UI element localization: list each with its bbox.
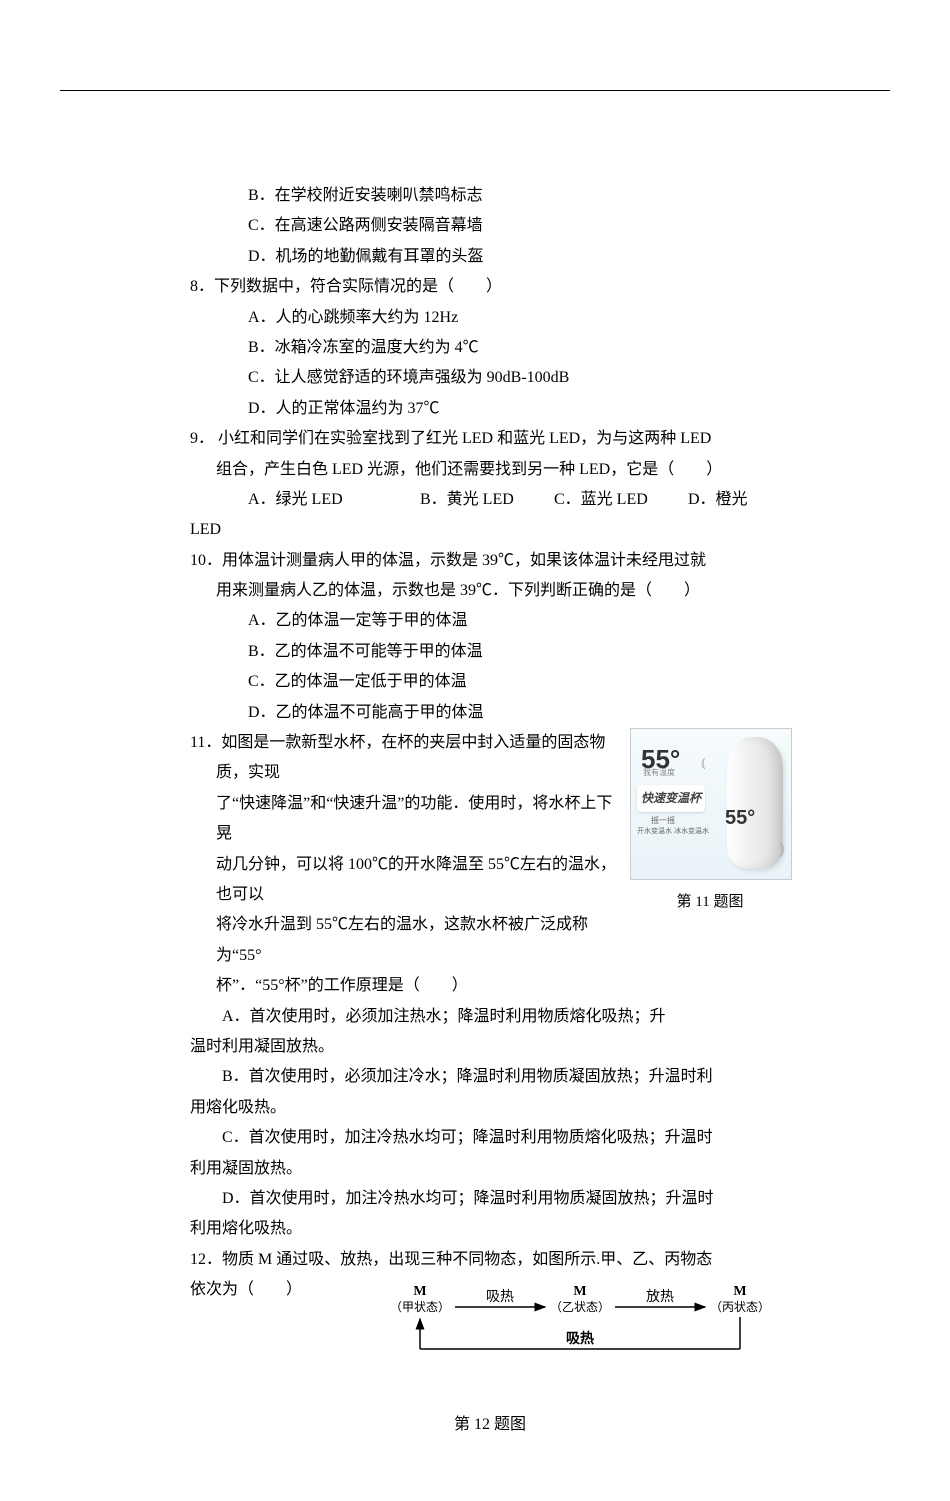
q11-stem-5: 杯”．“55°杯”的工作原理是（ ）: [190, 971, 790, 1001]
q7-option-c: C．在高速公路两侧安装隔音幕墙: [190, 211, 790, 241]
q9-option-b: B．黄光 LED: [420, 485, 550, 515]
q8-option-a: A．人的心跳频率大约为 12Hz: [190, 303, 790, 333]
q10-stem-1: 10．用体温计测量病人甲的体温，示数是 39℃，如果该体温计未经甩过就: [190, 546, 790, 576]
q9-options: A．绿光 LED B．黄光 LED C．蓝光 LED D．橙光: [190, 485, 790, 515]
diag-yi: （乙状态）: [550, 1300, 610, 1314]
q12-diagram-caption: 第 12 题图: [190, 1410, 790, 1440]
q11-option-c-1: C．首次使用时，加注冷热水均可；降温时利用物质熔化吸热；升温时: [190, 1123, 790, 1153]
q9-option-d: D．橙光: [688, 485, 748, 515]
q11-option-a-2: 温时利用凝固放热。: [190, 1032, 790, 1062]
wave-icon-2: ⦆: [779, 831, 785, 865]
q11-figure: 55° 我有温度 ⦅ 快速变温杯 55° 摇一摇 开水变温水 冰水变温水 ⦆ 第…: [630, 728, 790, 917]
q8-option-c: C．让人感觉舒适的环境声强级为 90dB-100dB: [190, 363, 790, 393]
q7-option-d: D．机场的地勤佩戴有耳罩的头盔: [190, 242, 790, 272]
q12-stem-2: 依次为（ ）: [190, 1275, 302, 1305]
q11-figure-caption: 第 11 题图: [630, 888, 790, 917]
wave-icon-1: ⦅: [701, 749, 706, 776]
cup-sub1: 我有温度: [643, 765, 675, 780]
q8-option-d: D．人的正常体温约为 37℃: [190, 394, 790, 424]
diag-absorb-1: 吸热: [486, 1289, 514, 1305]
cup-image: 55° 我有温度 ⦅ 快速变温杯 55° 摇一摇 开水变温水 冰水变温水 ⦆: [630, 728, 792, 880]
q7-option-b: B．在学校附近安装喇叭禁鸣标志: [190, 181, 790, 211]
q9-option-c: C．蓝光 LED: [554, 485, 684, 515]
q12-stem-1: 12．物质 M 通过吸、放热，出现三种不同物态，如图所示.甲、乙、丙物态: [190, 1245, 790, 1275]
q11-option-d-2: 利用熔化吸热。: [190, 1214, 790, 1244]
q8-stem: 8．下列数据中，符合实际情况的是（ ）: [190, 272, 790, 302]
diag-m-1: M: [413, 1284, 426, 1299]
q11-option-b-2: 用熔化吸热。: [190, 1093, 790, 1123]
q9-tail: LED: [190, 515, 790, 545]
q11-option-d-1: D．首次使用时，加注冷热水均可；降温时利用物质凝固放热；升温时: [190, 1184, 790, 1214]
diag-jia: （甲状态）: [390, 1300, 450, 1314]
q10-option-c: C．乙的体温一定低于甲的体温: [190, 667, 790, 697]
q9-option-a: A．绿光 LED: [248, 485, 416, 515]
diag-m-3: M: [733, 1284, 746, 1299]
q10-option-b: B．乙的体温不可能等于甲的体温: [190, 637, 790, 667]
diag-m-2: M: [573, 1284, 586, 1299]
cup-sub3: 开水变温水 冰水变温水: [637, 825, 709, 838]
diag-absorb-2: 吸热: [566, 1330, 594, 1347]
q11-stem-4: 将冷水升温到 55℃左右的温水，这款水杯被广泛成称为“55°: [190, 910, 790, 971]
q11-option-c-2: 利用凝固放热。: [190, 1154, 790, 1184]
q11-option-a-1: A．首次使用时，必须加注热水；降温时利用物质熔化吸热；升: [190, 1002, 790, 1032]
q9-stem-2: 组合，产生白色 LED 光源，他们还需要找到另一种 LED，它是（ ）: [190, 455, 790, 485]
cup-banner: 快速变温杯: [637, 785, 705, 812]
q12-diagram: M M M （甲状态） （乙状态） （丙状态） 吸热 放热 吸热: [370, 1279, 790, 1370]
diag-bing: （丙状态）: [710, 1300, 770, 1314]
q10-option-d: D．乙的体温不可能高于甲的体温: [190, 698, 790, 728]
q10-option-a: A．乙的体温一定等于甲的体温: [190, 606, 790, 636]
q10-stem-2: 用来测量病人乙的体温，示数也是 39℃．下列判断正确的是（ ）: [190, 576, 790, 606]
q11-option-b-1: B．首次使用时，必须加注冷水；降温时利用物质凝固放热；升温时利: [190, 1062, 790, 1092]
q9-stem-1: 9． 小红和同学们在实验室找到了红光 LED 和蓝光 LED，为与这两种 LED: [190, 424, 790, 454]
q8-option-b: B．冰箱冷冻室的温度大约为 4℃: [190, 333, 790, 363]
diag-release: 放热: [646, 1289, 674, 1305]
cup-55-mid: 55°: [725, 799, 755, 837]
